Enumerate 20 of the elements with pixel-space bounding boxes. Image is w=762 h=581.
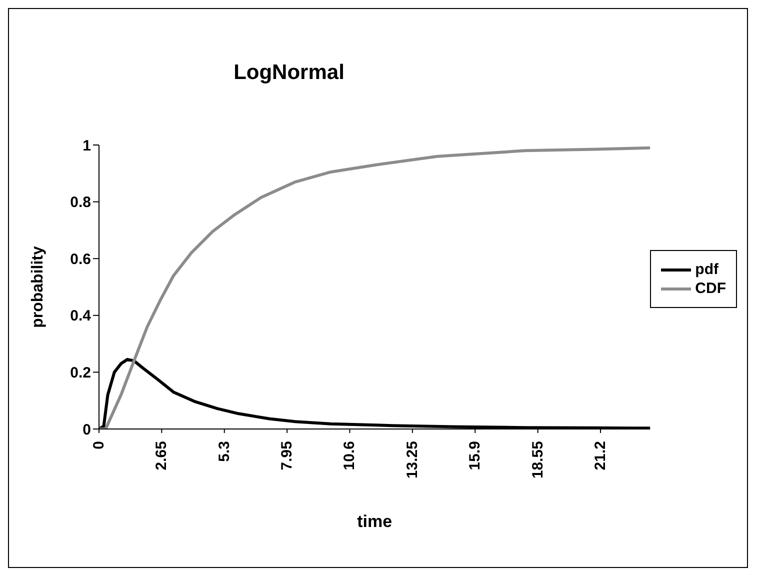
y-tick-label: 0.2 xyxy=(70,364,91,382)
x-axis-title: time xyxy=(357,512,392,531)
x-tick-label: 18.55 xyxy=(529,441,546,479)
x-tick-label: 7.95 xyxy=(278,441,296,470)
y-axis-title: probability xyxy=(30,246,47,328)
y-tick-label: 0.4 xyxy=(70,308,92,325)
x-tick-label: 13.25 xyxy=(404,441,421,479)
chart-title: LogNormal xyxy=(232,61,346,85)
x-tick-label: 10.6 xyxy=(341,441,358,470)
y-tick-label: 0 xyxy=(82,421,91,438)
legend-label: CDF xyxy=(695,280,726,297)
y-tick-label: 0.8 xyxy=(70,194,91,212)
x-tick-label: 5.3 xyxy=(216,441,233,462)
x-tick-label: 2.65 xyxy=(153,441,170,470)
x-tick-label: 21.2 xyxy=(592,441,609,470)
y-tick-label: 1 xyxy=(82,137,91,154)
legend-label: pdf xyxy=(695,261,718,278)
y-tick-label: 0.6 xyxy=(70,250,91,268)
x-tick-label: 15.9 xyxy=(466,441,484,470)
x-tick-label: 0 xyxy=(90,441,108,450)
